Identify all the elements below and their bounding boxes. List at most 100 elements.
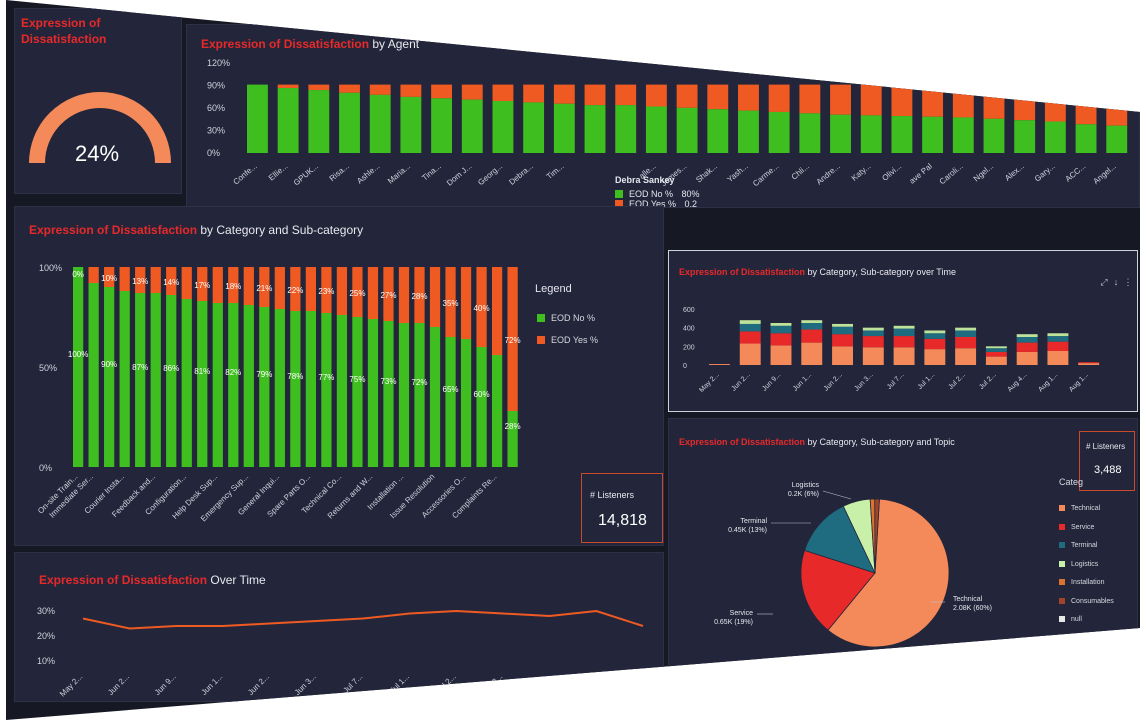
pie-panel[interactable]: Expression of Dissatisfaction by Categor… [668, 418, 1138, 668]
pie-legend-label: Consumables [1071, 597, 1114, 605]
category-yes-label: 21% [256, 284, 272, 293]
stack-segment [739, 331, 761, 344]
agent-chart-panel[interactable]: Expression of Dissatisfaction by Agent 1… [186, 24, 1140, 208]
category-yes-label: 72% [505, 336, 521, 345]
agent-bar-yes [922, 84, 944, 117]
agent-bar-yes [369, 84, 391, 95]
category-yes-label: 35% [443, 299, 459, 308]
listeners-small-label: # Listeners [1086, 442, 1126, 451]
category-bar-no [181, 299, 192, 467]
agent-label: Yash... [725, 162, 749, 185]
category-no-label: 90% [101, 360, 117, 369]
gauge-panel[interactable]: Expression of Dissatisfaction 24% [14, 8, 182, 194]
agent-bar-yes [615, 84, 637, 106]
stack-segment [893, 336, 915, 348]
over-time-line [82, 609, 644, 630]
legend-swatch [537, 314, 545, 322]
line-xlabel: Aug 4... [525, 672, 551, 698]
stack-segment [924, 330, 946, 334]
tooltip-name: Debra Sankey [615, 175, 675, 185]
agent-bar-yes [1075, 84, 1097, 125]
pie-legend-item-service[interactable]: Service [1059, 523, 1094, 531]
category-bar-yes [445, 267, 456, 337]
drill-down-icon[interactable]: ↓ [1113, 277, 1119, 287]
pie-slice-consumables [874, 498, 880, 574]
pie-legend-label: Logistics [1071, 560, 1099, 568]
agent-bar-no [768, 111, 790, 153]
more-options-icon[interactable]: ⋮ [1123, 277, 1133, 287]
category-bar-no [429, 327, 441, 467]
line-xlabel: Aug 1... [572, 672, 598, 698]
category-bar-yes [119, 267, 130, 291]
line-xlabel: May 2... [58, 672, 84, 698]
stack-segment [832, 334, 853, 347]
pie-legend-item-technical[interactable]: Technical [1059, 505, 1100, 512]
line-xlabel: Jul 1... [388, 672, 411, 695]
stack-segment [832, 323, 853, 327]
pie-legend-label: Technical [1071, 505, 1101, 512]
category-bar-yes [104, 267, 115, 287]
pie-legend-label: Terminal [1071, 542, 1098, 549]
category-bar-no [228, 303, 239, 467]
agent-chart-svg: 120% 90% 60% 30% 0% Confe... Ellie... GPUK... Ri… [207, 58, 1128, 189]
category-bar-yes [352, 267, 363, 317]
agent-bar-yes [1014, 84, 1036, 121]
stack-xlabel: May 2... [698, 371, 721, 394]
category-yes-label: 0% [72, 270, 84, 279]
stack-segment [1047, 336, 1069, 342]
category-bar-yes [243, 267, 254, 305]
category-bar-yes [414, 267, 425, 323]
pie-slice-service [800, 549, 876, 631]
stack-segment [1016, 337, 1038, 343]
category-bar-no [119, 291, 130, 467]
category-bar-yes [305, 267, 316, 311]
category-ytick: 100% [39, 263, 62, 273]
legend-eod-no[interactable]: EOD No % [537, 313, 595, 323]
over-time-panel[interactable]: Expression of Dissatisfaction Over Time … [14, 552, 664, 702]
category-bar-no [414, 323, 425, 467]
agent-bar-no [369, 94, 391, 153]
category-bar-no [507, 411, 518, 467]
stack-xlabel: Jun 2... [823, 371, 844, 392]
category-no-label: 86% [163, 364, 179, 373]
stack-segment [985, 351, 1007, 357]
pie-legend-item-consumables[interactable]: Consumables [1059, 597, 1114, 605]
category-no-label: 75% [349, 375, 365, 384]
agent-label: Gary... [1033, 162, 1057, 184]
category-bar-no [88, 283, 99, 467]
agent-bar-yes [891, 84, 913, 117]
legend-eod-yes[interactable]: EOD Yes % [537, 335, 598, 345]
category-bar-yes [476, 267, 487, 347]
listeners-card-main[interactable]: # Listeners 14,818 [581, 473, 663, 543]
category-chart-panel[interactable]: Expression of Dissatisfaction by Categor… [14, 206, 664, 546]
pie-callout-terminal: 0.45K (13%) [728, 527, 767, 534]
stack-segment [832, 346, 853, 365]
agent-bar-no [952, 117, 974, 153]
legend-title: Legend [535, 283, 572, 295]
listeners-card-small[interactable]: # Listeners 3,488 [1079, 431, 1135, 491]
agent-bar-no [431, 98, 453, 153]
agent-bar-no [707, 109, 729, 153]
expand-icon[interactable]: ⤢ [1100, 277, 1108, 287]
stack-xlabel: Aug 4... [1007, 371, 1029, 393]
pie-callout-logistics: Logistics [792, 482, 820, 489]
stack-segment [770, 333, 792, 346]
pie-legend-item-null[interactable]: null [1059, 616, 1082, 623]
pie-legend-item-terminal[interactable]: Terminal [1059, 542, 1097, 549]
time-stack-panel[interactable]: Expression of Dissatisfaction by Categor… [668, 250, 1138, 412]
pie-legend-item-emergency[interactable]: Emergency [1059, 634, 1106, 642]
stack-xlabel: Jun 2... [730, 371, 751, 392]
category-bar-yes [88, 267, 99, 283]
stack-segment [924, 338, 946, 350]
category-no-label: 82% [225, 368, 241, 377]
agent-label: Carme... [751, 162, 780, 189]
agent-bar-no [891, 116, 913, 153]
pie-callout-technical: 2.08K (60%) [953, 605, 992, 612]
gauge-title: Expression of Dissatisfaction [21, 16, 107, 46]
agent-bar-no [676, 107, 698, 153]
stack-segment [770, 323, 792, 326]
pie-legend-item-logistics[interactable]: Logistics [1059, 560, 1099, 568]
over-time-title: Expression of Dissatisfaction Over Time [39, 573, 266, 587]
pie-legend-item-installation[interactable]: Installation [1059, 579, 1104, 586]
